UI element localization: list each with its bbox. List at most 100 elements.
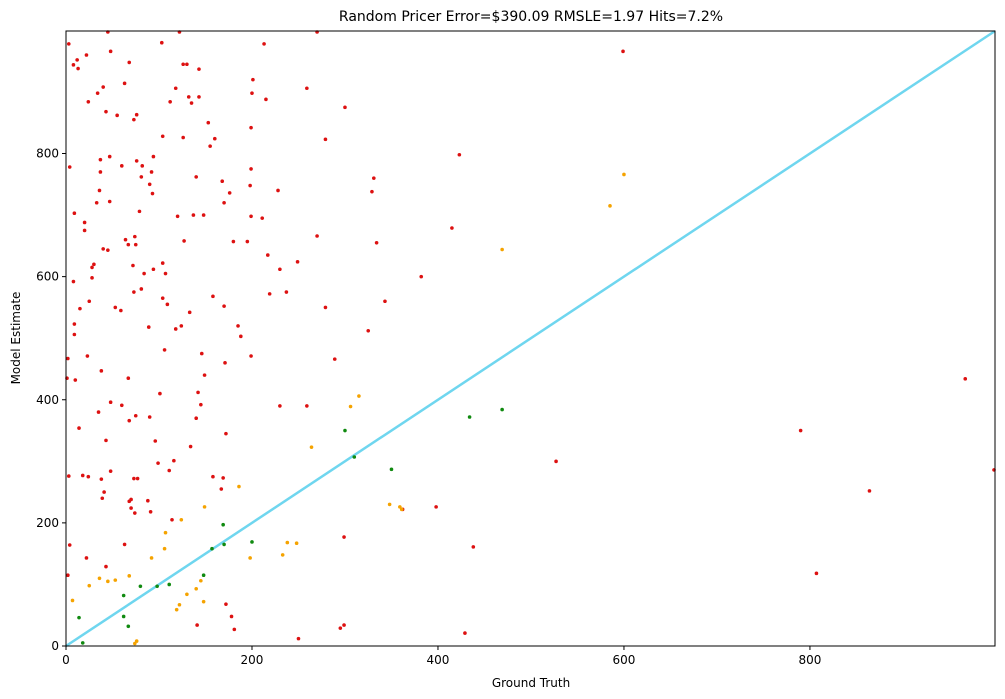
data-point-red [231, 239, 236, 244]
data-point-red [162, 348, 167, 352]
data-point-red [66, 42, 71, 46]
data-point-red [366, 329, 371, 333]
data-point-red [222, 200, 226, 205]
data-point-orange [500, 247, 504, 252]
data-point-red [108, 49, 113, 54]
y-tick-label: 400 [36, 393, 59, 407]
data-point-red [220, 179, 225, 184]
data-point-red [163, 271, 168, 276]
data-point-red [151, 154, 156, 159]
data-point-red [305, 86, 309, 91]
data-point-red [181, 62, 185, 67]
data-point-red [199, 402, 203, 407]
data-point-orange [127, 574, 132, 578]
reference-line [65, 29, 996, 648]
data-point-red [78, 306, 82, 311]
data-point-orange [113, 578, 118, 582]
data-point-red [76, 66, 80, 71]
data-point-red [85, 354, 90, 358]
data-point-red [133, 511, 137, 515]
data-point-red [173, 86, 178, 91]
data-point-red [265, 253, 270, 257]
data-point-red [197, 67, 201, 71]
data-point-red [201, 213, 206, 217]
data-point-red [119, 164, 124, 168]
data-point-red [264, 97, 268, 102]
data-point-red [172, 458, 176, 463]
y-axis-ticks: 0 200 400 600 800 [36, 147, 66, 653]
data-point-red [374, 240, 379, 245]
data-point-red [315, 234, 319, 238]
data-point-red [554, 459, 558, 464]
data-point-red [249, 167, 253, 171]
data-point-red [107, 199, 112, 204]
data-point-red [419, 274, 424, 279]
data-point-red [170, 517, 174, 522]
data-point-red [798, 428, 803, 433]
data-point-red [66, 573, 70, 578]
reference-line-layer [65, 29, 996, 648]
x-tick-label: 0 [62, 653, 70, 667]
data-point-red [342, 535, 346, 539]
data-point-red [160, 261, 165, 265]
data-point-red [323, 137, 328, 142]
data-point-red [206, 120, 211, 125]
data-point-red [126, 376, 131, 381]
data-point-red [119, 308, 123, 313]
data-point-red [108, 469, 113, 473]
data-point-red [139, 175, 144, 179]
data-point-red [202, 373, 207, 377]
data-point-red [84, 556, 89, 560]
data-point-green [500, 407, 504, 412]
data-point-red [295, 260, 300, 264]
data-point-red [867, 489, 872, 493]
data-point-red [153, 439, 158, 443]
data-point-red [146, 498, 150, 503]
data-point-red [80, 473, 85, 478]
data-point-orange [202, 505, 207, 509]
data-point-red [332, 357, 337, 361]
data-point-red [75, 58, 79, 62]
data-point-red [106, 248, 110, 252]
data-point-green [389, 467, 394, 472]
data-point-red [372, 176, 376, 180]
data-point-red [284, 290, 289, 294]
data-point-red [189, 101, 194, 105]
data-point-red [187, 310, 192, 315]
data-point-red [148, 509, 153, 514]
data-point-red [296, 636, 301, 641]
data-point-red [188, 444, 193, 449]
data-point-red [158, 391, 162, 396]
data-point-orange [280, 553, 285, 557]
data-point-orange [398, 505, 402, 509]
data-point-red [102, 490, 106, 494]
data-point-red [267, 292, 272, 296]
plot-frame [65, 30, 996, 647]
data-point-red [127, 418, 132, 423]
data-point-red [342, 623, 346, 627]
data-point-red [249, 214, 253, 219]
data-point-red [67, 165, 72, 169]
data-point-orange [149, 556, 154, 560]
data-point-green [121, 593, 126, 598]
data-point-green [210, 546, 214, 551]
data-point-red [370, 189, 374, 194]
data-point-green [250, 540, 254, 544]
data-point-red [963, 377, 968, 381]
data-point-red [95, 91, 100, 95]
data-point-red [383, 299, 387, 304]
data-point-red [156, 461, 160, 465]
data-point-red [82, 220, 87, 225]
data-point-red [186, 95, 191, 99]
data-point-red [463, 631, 467, 635]
data-point-red [471, 545, 476, 549]
data-point-red [185, 62, 189, 67]
data-point-red [90, 276, 94, 280]
data-point-red [108, 400, 113, 405]
data-point-green [201, 573, 206, 578]
data-point-red [151, 267, 156, 272]
data-point-red [232, 627, 237, 632]
data-point-red [343, 105, 347, 110]
data-point-red [160, 296, 165, 300]
